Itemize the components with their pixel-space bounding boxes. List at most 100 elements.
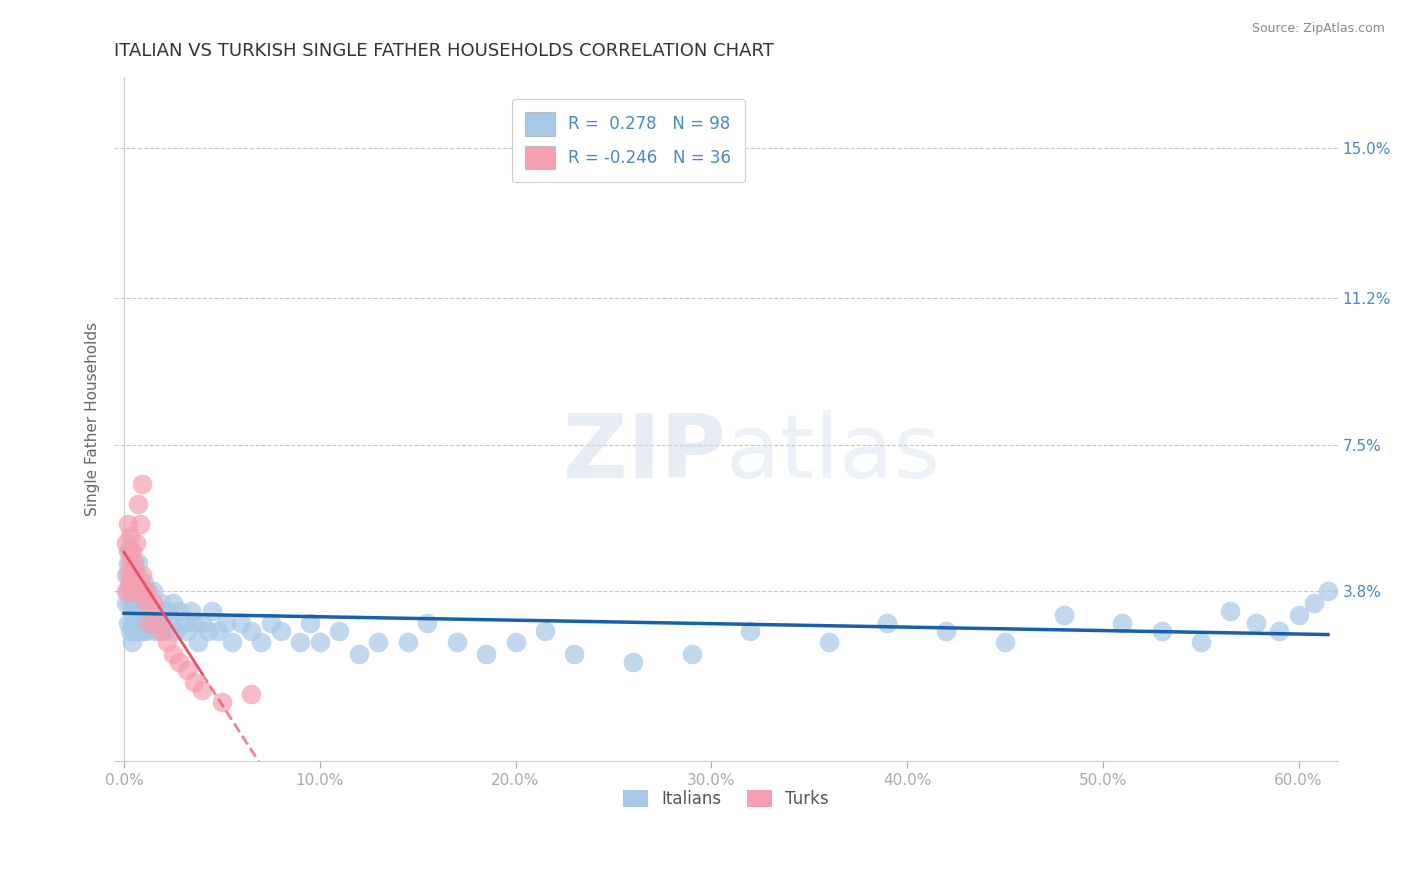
Point [122, 596, 145, 610]
Point [994, 635, 1017, 649]
Point [141, 615, 163, 630]
Point [127, 604, 149, 618]
Point [534, 624, 557, 638]
Point [298, 615, 321, 630]
Text: ZIP: ZIP [564, 409, 725, 497]
Point [134, 596, 156, 610]
Point [167, 655, 190, 669]
Point [125, 536, 148, 550]
Point [142, 596, 165, 610]
Point [121, 583, 143, 598]
Point [127, 583, 149, 598]
Point [134, 624, 156, 638]
Point [117, 544, 139, 558]
Point [122, 576, 145, 591]
Point [132, 576, 155, 591]
Point [118, 576, 141, 591]
Point [125, 568, 148, 582]
Point [131, 596, 153, 610]
Point [163, 624, 186, 638]
Point [1268, 624, 1291, 638]
Point [172, 615, 194, 630]
Point [162, 647, 184, 661]
Point [142, 583, 165, 598]
Point [121, 568, 143, 582]
Point [125, 615, 148, 630]
Point [176, 624, 198, 638]
Point [207, 624, 229, 638]
Point [136, 615, 159, 630]
Point [150, 596, 173, 610]
Point [125, 568, 148, 582]
Point [118, 576, 141, 591]
Point [740, 624, 762, 638]
Point [505, 635, 527, 649]
Point [118, 556, 141, 570]
Point [132, 583, 155, 598]
Point [128, 576, 150, 591]
Legend: Italians, Turks: Italians, Turks [617, 783, 835, 814]
Point [118, 624, 141, 638]
Point [121, 583, 143, 598]
Point [122, 607, 145, 622]
Point [136, 583, 159, 598]
Point [1317, 583, 1340, 598]
Point [142, 604, 165, 618]
Point [270, 624, 292, 638]
Point [122, 624, 145, 638]
Point [150, 624, 173, 638]
Point [115, 536, 138, 550]
Point [131, 624, 153, 638]
Point [121, 568, 143, 582]
Point [121, 635, 143, 649]
Point [117, 568, 139, 582]
Point [127, 624, 149, 638]
Text: Source: ZipAtlas.com: Source: ZipAtlas.com [1251, 22, 1385, 36]
Point [201, 604, 224, 618]
Point [240, 687, 263, 701]
Point [127, 556, 149, 570]
Point [211, 695, 233, 709]
Point [876, 615, 898, 630]
Point [122, 583, 145, 598]
Point [396, 635, 419, 649]
Text: ITALIAN VS TURKISH SINGLE FATHER HOUSEHOLDS CORRELATION CHART: ITALIAN VS TURKISH SINGLE FATHER HOUSEHO… [114, 42, 775, 60]
Point [118, 596, 141, 610]
Point [180, 604, 202, 618]
Point [134, 596, 156, 610]
Point [1303, 596, 1326, 610]
Point [1219, 604, 1241, 618]
Point [152, 615, 174, 630]
Point [288, 635, 311, 649]
Point [127, 497, 149, 511]
Point [240, 624, 263, 638]
Point [115, 596, 138, 610]
Point [115, 583, 138, 598]
Point [118, 528, 141, 542]
Point [1111, 615, 1133, 630]
Point [122, 556, 145, 570]
Y-axis label: Single Father Households: Single Father Households [86, 322, 100, 516]
Point [122, 556, 145, 570]
Point [117, 615, 139, 630]
Point [117, 583, 139, 598]
Point [562, 647, 585, 661]
Point [117, 556, 139, 570]
Point [367, 635, 389, 649]
Point [118, 544, 141, 558]
Point [121, 615, 143, 630]
Point [328, 624, 350, 638]
Point [681, 647, 703, 661]
Point [138, 615, 160, 630]
Point [250, 635, 273, 649]
Point [136, 583, 159, 598]
Point [117, 516, 139, 531]
Point [153, 624, 176, 638]
Point [191, 615, 214, 630]
Point [231, 615, 253, 630]
Point [128, 615, 150, 630]
Point [475, 647, 498, 661]
Point [1288, 607, 1310, 622]
Point [183, 615, 205, 630]
Point [197, 624, 219, 638]
